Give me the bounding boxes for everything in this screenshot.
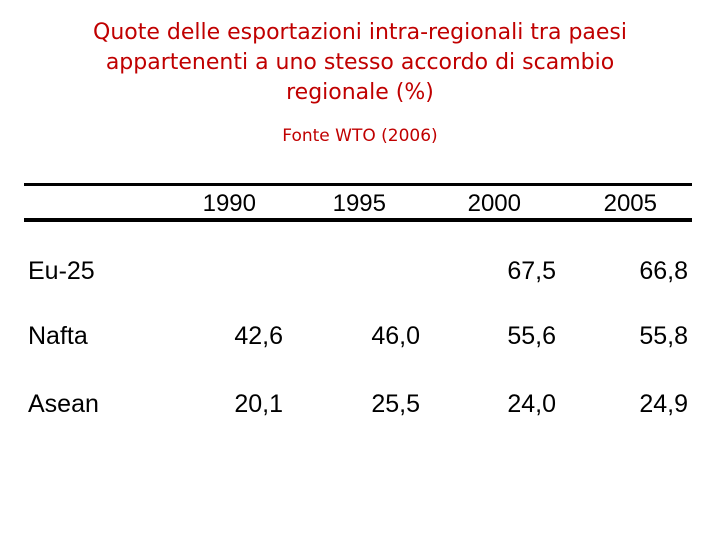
column-header-1990: 1990 [202, 190, 256, 217]
table-cell: 24,9 [639, 390, 688, 418]
table-cell: 55,6 [507, 322, 556, 350]
table-cell: 66,8 [639, 257, 688, 285]
table-cell: 25,5 [371, 390, 420, 418]
table-header-rule [24, 218, 692, 222]
table-cell: 46,0 [371, 322, 420, 350]
table-cell: 55,8 [639, 322, 688, 350]
table-cell: 67,5 [507, 257, 556, 285]
column-header-2000: 2000 [467, 190, 521, 217]
column-header-1995: 1995 [332, 190, 386, 217]
title-line-3: regionale (%) [286, 80, 434, 105]
row-label-eu25: Eu-25 [28, 257, 95, 285]
source-subtitle: Fonte WTO (2006) [282, 126, 438, 146]
table-cell: 42,6 [234, 322, 283, 350]
title-line-2: appartenenti a uno stesso accordo di sca… [105, 50, 615, 75]
table-cell: 24,0 [507, 390, 556, 418]
row-label-asean: Asean [28, 390, 99, 418]
row-label-nafta: Nafta [28, 322, 88, 350]
title-line-1: Quote delle esportazioni intra-regionali… [93, 20, 627, 45]
slide-title: Quote delle esportazioni intra-regionali… [40, 18, 680, 108]
column-header-2005: 2005 [603, 190, 657, 217]
table-top-rule [24, 183, 692, 186]
table-cell: 20,1 [234, 390, 283, 418]
